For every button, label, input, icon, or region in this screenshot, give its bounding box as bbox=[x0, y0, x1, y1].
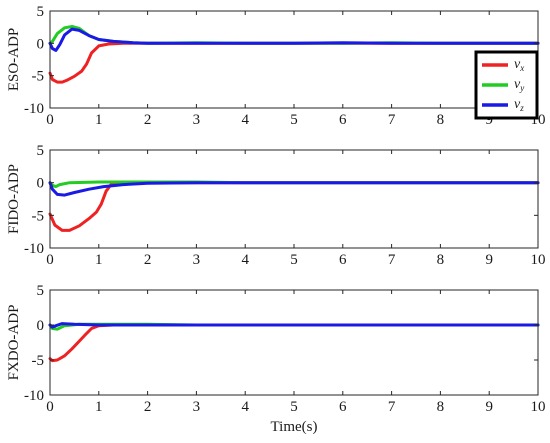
y-tick-label: -10 bbox=[24, 388, 44, 404]
series-line-3 bbox=[48, 181, 540, 197]
y-tick-label: 5 bbox=[37, 143, 45, 159]
legend-label-sub: y bbox=[519, 83, 524, 93]
x-tick-label: 5 bbox=[290, 112, 298, 128]
x-tick-label: 1 bbox=[95, 399, 103, 415]
legend-label-2: vy bbox=[514, 77, 524, 93]
axes-frame bbox=[49, 10, 539, 109]
y-tick-label: -5 bbox=[32, 69, 45, 85]
legend-label-base: v bbox=[514, 57, 521, 72]
y-tick-label: 0 bbox=[37, 36, 45, 52]
x-tick-label: 5 bbox=[290, 399, 298, 415]
x-tick-label: 2 bbox=[144, 252, 152, 268]
series-line-1 bbox=[48, 181, 540, 232]
x-tick-label: 0 bbox=[46, 112, 54, 128]
x-tick-label: 7 bbox=[388, 112, 396, 128]
series-line-3 bbox=[48, 27, 540, 52]
series-line-1 bbox=[48, 41, 540, 84]
legend-label-sub: z bbox=[519, 103, 524, 113]
legend-label-3: vz bbox=[514, 97, 524, 113]
x-tick-label: 3 bbox=[193, 112, 201, 128]
y-tick-label: -10 bbox=[24, 101, 44, 117]
x-tick-label: 2 bbox=[144, 399, 152, 415]
y-axis-label: FXDO-ADP bbox=[6, 305, 22, 381]
y-axis-label: FIDO-ADP bbox=[6, 164, 22, 234]
x-tick-label: 10 bbox=[531, 399, 546, 415]
series-line-1 bbox=[48, 323, 540, 363]
y-tick-label: 0 bbox=[37, 318, 45, 334]
y-axis-label: ESO-ADP bbox=[6, 28, 22, 91]
x-tick-label: 0 bbox=[46, 252, 54, 268]
x-tick-label: 9 bbox=[485, 112, 493, 128]
legend-label-base: v bbox=[514, 77, 521, 92]
y-tick-label: 5 bbox=[37, 4, 45, 20]
y-tick-label: 0 bbox=[37, 176, 45, 192]
x-tick-label: 6 bbox=[339, 112, 347, 128]
x-tick-label: 1 bbox=[95, 252, 103, 268]
axes-frame bbox=[49, 289, 539, 396]
y-tick-label: -5 bbox=[32, 353, 45, 369]
y-tick-label: 5 bbox=[37, 283, 45, 299]
x-tick-label: 8 bbox=[437, 112, 445, 128]
axes-frame bbox=[49, 149, 539, 249]
x-axis-label: Time(s) bbox=[271, 419, 318, 435]
legend-label-1: vx bbox=[514, 57, 524, 73]
x-tick-label: 7 bbox=[388, 399, 396, 415]
x-tick-label: 6 bbox=[339, 399, 347, 415]
series-line-3 bbox=[48, 322, 540, 329]
x-tick-label: 2 bbox=[144, 112, 152, 128]
x-tick-label: 9 bbox=[485, 252, 493, 268]
legend-label-base: v bbox=[514, 97, 521, 112]
x-tick-label: 6 bbox=[339, 252, 347, 268]
x-tick-label: 5 bbox=[290, 252, 298, 268]
x-tick-label: 8 bbox=[437, 252, 445, 268]
x-tick-label: 0 bbox=[46, 399, 54, 415]
legend-label-sub: x bbox=[519, 63, 524, 73]
x-tick-label: 4 bbox=[241, 252, 249, 268]
x-tick-label: 3 bbox=[193, 252, 201, 268]
x-tick-label: 8 bbox=[437, 399, 445, 415]
x-tick-label: 4 bbox=[241, 399, 249, 415]
x-tick-label: 7 bbox=[388, 252, 396, 268]
y-tick-label: -10 bbox=[24, 241, 44, 257]
x-tick-label: 10 bbox=[531, 252, 546, 268]
y-tick-label: -5 bbox=[32, 208, 45, 224]
x-tick-label: 1 bbox=[95, 112, 103, 128]
x-tick-label: 3 bbox=[193, 399, 201, 415]
x-tick-label: 4 bbox=[241, 112, 249, 128]
x-tick-label: 9 bbox=[485, 399, 493, 415]
